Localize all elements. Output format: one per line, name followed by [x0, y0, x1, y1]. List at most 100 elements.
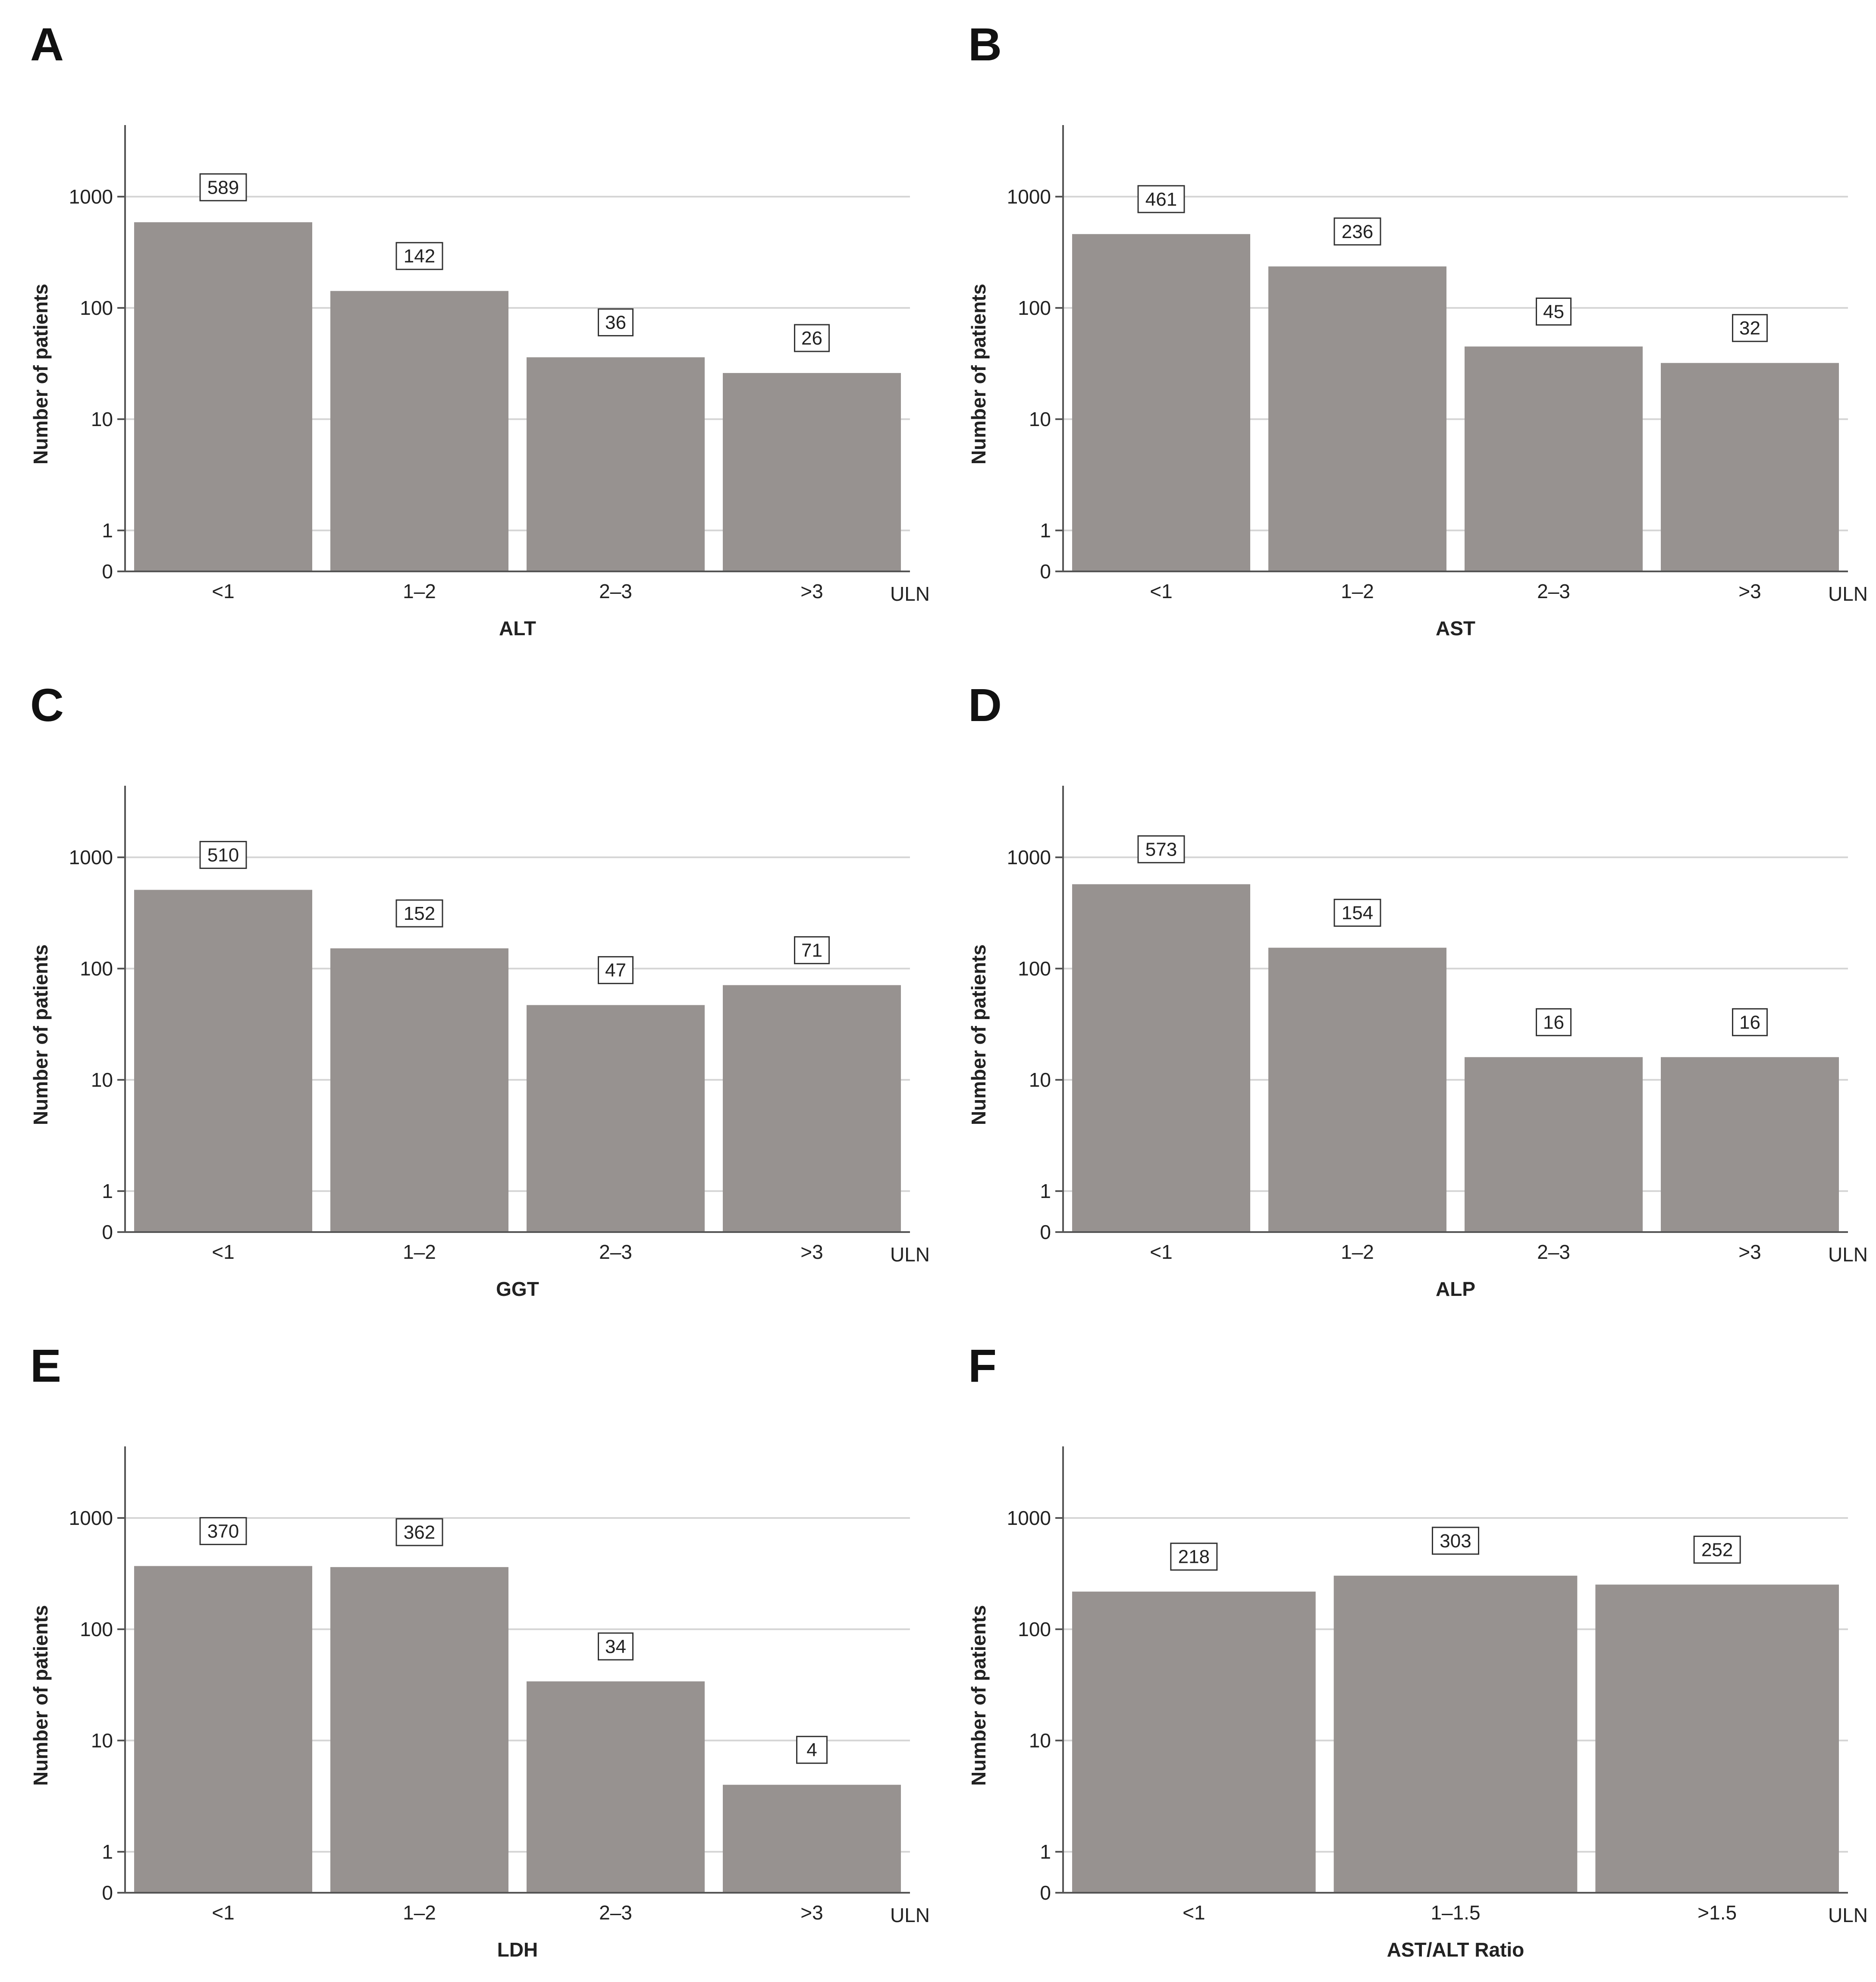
chart-alp: 0 1 10 100 1000 573 <1 154 1–2 16 2–3 16 >3 ULN ALP Num… [967, 786, 1868, 1300]
y-tick-label: 0 [102, 1882, 113, 1904]
panel-letter: D [968, 679, 1002, 731]
y-tick-label: 1 [1040, 1180, 1051, 1202]
x-tick-label: 2–3 [599, 1241, 632, 1263]
y-axis-title: Number of patients [29, 944, 52, 1125]
data-label: 154 [1342, 903, 1373, 924]
data-label-box [794, 324, 830, 352]
x-tick-label: >1.5 [1697, 1901, 1737, 1924]
panel-letter: F [968, 1339, 997, 1392]
data-label-box [1137, 185, 1185, 213]
data-label-box [1333, 899, 1381, 927]
panel-f: F 0 1 10 100 1000 218 <1 303 1–1.5 252 >1.5 ULN AST/… [938, 1321, 1876, 1982]
unit-label: ULN [1828, 1243, 1868, 1266]
bar [1661, 1057, 1839, 1232]
x-axis-title: ALT [499, 617, 536, 640]
data-label: 36 [605, 312, 626, 333]
bar [723, 985, 901, 1232]
x-tick-label: 1–2 [403, 1241, 436, 1263]
data-label: 236 [1342, 221, 1373, 242]
panel-letter: B [968, 18, 1002, 70]
x-axis-title: GGT [496, 1278, 539, 1300]
unit-label: ULN [890, 1904, 930, 1926]
panel-e: E 0 1 10 100 1000 370 <1 362 1–2 34 2–3 4 >3 ULN LDH Nu… [0, 1321, 938, 1982]
y-tick-label: 1 [1040, 1841, 1051, 1863]
data-label-box [199, 173, 247, 201]
unit-label: ULN [1828, 583, 1868, 605]
bar [527, 1681, 705, 1893]
data-label: 152 [404, 903, 435, 924]
y-tick-label: 1000 [1007, 846, 1051, 869]
panel-d: D 0 1 10 100 1000 573 <1 154 1–2 16 2–3 16 >3 ULN ALP N… [938, 661, 1876, 1321]
data-label-box [794, 936, 830, 964]
data-label-box [1333, 217, 1381, 246]
y-axis-title: Number of patients [29, 1605, 52, 1786]
x-tick-label: 1–2 [403, 1901, 436, 1924]
bar [527, 357, 705, 571]
x-tick-label: >3 [800, 1241, 823, 1263]
x-tick-label: 2–3 [599, 1901, 632, 1924]
unit-label: ULN [890, 1243, 930, 1266]
y-tick-label: 0 [102, 560, 113, 583]
data-label: 142 [404, 246, 435, 267]
bar [1268, 947, 1446, 1232]
data-label: 589 [207, 177, 239, 198]
x-axis-title: ALP [1436, 1278, 1475, 1300]
x-tick-label: 1–2 [1341, 1241, 1374, 1263]
unit-label: ULN [890, 583, 930, 605]
y-tick-label: 100 [1018, 957, 1051, 980]
x-axis-title: AST/ALT Ratio [1387, 1938, 1525, 1961]
panel-letter: C [30, 679, 64, 731]
data-label-box [1536, 1008, 1572, 1036]
y-axis-title: Number of patients [29, 284, 52, 464]
x-tick-label: 2–3 [1537, 1241, 1570, 1263]
bar [1072, 884, 1250, 1232]
bar [723, 373, 901, 571]
bar [134, 890, 312, 1232]
y-tick-label: 100 [80, 1618, 113, 1640]
x-tick-label: <1 [212, 1241, 234, 1263]
data-label: 510 [207, 844, 239, 866]
data-label: 370 [207, 1521, 239, 1542]
y-tick-label: 10 [1029, 1729, 1051, 1752]
unit-label: ULN [1828, 1904, 1868, 1926]
data-label: 4 [806, 1740, 817, 1761]
y-axis-title: Number of patients [967, 944, 990, 1125]
y-axis-title: Number of patients [967, 284, 990, 464]
data-label: 47 [605, 960, 626, 981]
x-tick-label: >3 [1738, 1241, 1761, 1263]
x-tick-label: <1 [1183, 1901, 1205, 1924]
data-label-box [199, 1517, 247, 1545]
data-label: 16 [1739, 1012, 1760, 1033]
bar [330, 948, 508, 1232]
data-label: 71 [801, 940, 822, 961]
panel-b: B 0 1 10 100 1000 461 <1 236 1–2 45 2–3 32 >3 ULN AST N… [938, 0, 1876, 661]
x-tick-label: <1 [212, 580, 234, 602]
y-tick-label: 1000 [69, 185, 113, 208]
y-tick-label: 10 [1029, 1069, 1051, 1091]
bar [1661, 363, 1839, 571]
y-tick-label: 10 [91, 1069, 113, 1091]
data-label-box [395, 242, 443, 270]
bar [1072, 234, 1250, 571]
y-tick-label: 10 [91, 408, 113, 430]
y-tick-label: 100 [80, 297, 113, 319]
data-label: 16 [1543, 1012, 1564, 1033]
data-label: 218 [1178, 1546, 1210, 1568]
y-tick-label: 100 [80, 957, 113, 980]
bar [527, 1005, 705, 1232]
data-label-box [1432, 1527, 1479, 1555]
bar [134, 222, 312, 571]
chart-ggt: 0 1 10 100 1000 510 <1 152 1–2 47 2–3 71 >3 ULN GGT Num… [29, 786, 930, 1300]
panel-letter: A [30, 18, 64, 70]
bar [1595, 1584, 1839, 1893]
x-tick-label: 1–2 [1341, 580, 1374, 602]
data-label: 45 [1543, 301, 1564, 322]
data-label: 573 [1145, 839, 1177, 860]
data-label-box [796, 1736, 828, 1764]
y-axis-title: Number of patients [967, 1605, 990, 1786]
x-axis-title: LDH [497, 1938, 538, 1961]
x-tick-label: 1–2 [403, 580, 436, 602]
data-label-box [199, 840, 247, 869]
data-label: 252 [1701, 1539, 1733, 1560]
x-axis-title: AST [1436, 617, 1475, 640]
